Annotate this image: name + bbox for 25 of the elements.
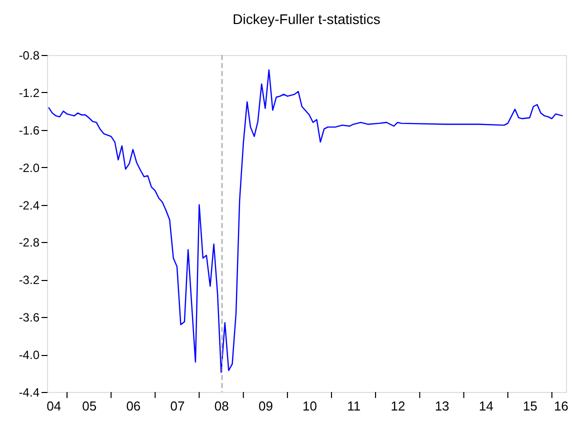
y-tick-label: -3.6: [18, 310, 40, 325]
x-tick-label: 09: [258, 398, 273, 414]
y-tick-label: -2.8: [18, 236, 40, 250]
y-tick-label: -4.0: [18, 348, 40, 362]
x-tick-label: 11: [347, 398, 361, 414]
y-tick-label: -1.6: [18, 123, 40, 138]
line-series: [48, 69, 564, 373]
y-tick-label: -2.4: [18, 198, 40, 212]
y-tick-label: -1.2: [18, 86, 40, 100]
x-tick-label: 16: [554, 398, 568, 414]
y-tick-label: -2.0: [18, 160, 40, 175]
y-tick-label: -4.4: [18, 386, 40, 400]
y-tick-label: -0.8: [18, 48, 40, 62]
x-tick-label: 07: [170, 398, 185, 414]
x-tick-label: 14: [478, 398, 494, 414]
y-tick-label: -3.2: [18, 273, 40, 288]
x-tick-label: 08: [214, 398, 229, 414]
x-tick-label: 12: [390, 398, 406, 414]
x-tick-label: 13: [434, 398, 450, 414]
x-tick-label: 10: [302, 398, 318, 414]
x-tick-label: 06: [126, 398, 141, 414]
x-tick-label: 04: [46, 398, 62, 414]
chart-title: Dickey-Fuller t-statistics: [232, 11, 380, 27]
x-tick-label: 15: [522, 398, 538, 414]
x-tick-label: 05: [82, 398, 97, 414]
